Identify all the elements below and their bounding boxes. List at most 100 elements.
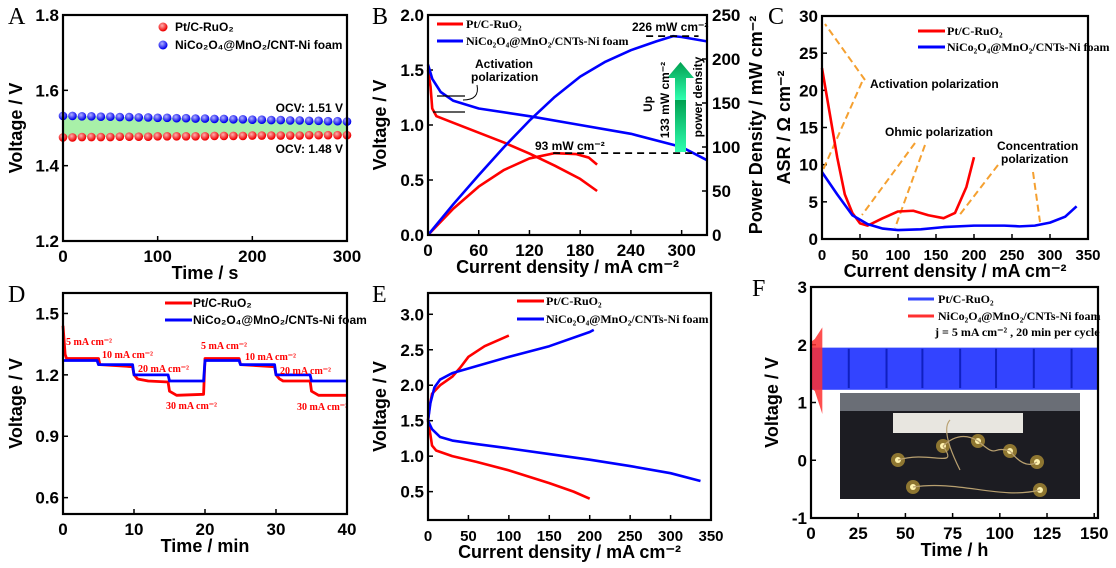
legend-marker <box>158 22 168 32</box>
annotation-arrow <box>894 144 926 229</box>
panel-label: C <box>768 4 784 30</box>
data-point-nico <box>304 116 314 126</box>
data-point-nico <box>333 116 342 126</box>
voltage-step-curve <box>63 359 347 383</box>
cycling-voltage-band <box>811 347 1098 390</box>
x-tick-label: 300 <box>658 528 683 545</box>
data-point-nico <box>238 115 248 124</box>
x-tick-label: 180 <box>566 241 594 260</box>
polarization-curve <box>426 328 595 421</box>
x-tick-label: 150 <box>1080 524 1108 543</box>
annotation: Up <box>641 96 655 112</box>
y-tick-label: 0 <box>798 451 807 470</box>
y-right-tick-label: 200 <box>712 50 740 69</box>
data-point-ptc <box>285 131 295 140</box>
x-tick-label: 60 <box>469 241 488 260</box>
up-arrow-icon <box>675 100 686 152</box>
x-axis-label: Current density / mA cm⁻² <box>458 542 681 562</box>
data-point-nico <box>276 115 286 125</box>
y-tick-label: 1.5 <box>400 412 424 431</box>
y-tick-label: 0.5 <box>400 483 424 502</box>
x-axis-label: Current density / mA cm⁻² <box>456 257 679 277</box>
data-point-ptc <box>134 132 144 141</box>
y-axis-label: Voltage / V <box>370 80 390 171</box>
data-point-nico <box>266 115 276 125</box>
panel-label: E <box>372 282 387 308</box>
data-point-nico <box>96 112 106 121</box>
x-tick-label: 200 <box>961 247 986 264</box>
data-point-nico <box>295 116 304 125</box>
y-tick-label: 1.5 <box>35 304 59 323</box>
data-point-ptc <box>124 132 134 141</box>
legend-label: Pt/C-RuO₂ <box>193 296 252 310</box>
legend-label: Pt/C-RuO₂ <box>947 24 1003 38</box>
data-point-nico <box>172 113 181 123</box>
data-point-ptc <box>210 131 219 141</box>
electrolyzer-box <box>893 413 1023 433</box>
polarization-curve <box>426 420 591 500</box>
data-point-ptc <box>77 132 87 142</box>
x-tick-label: 350 <box>1075 247 1100 264</box>
x-tick-label: 0 <box>424 528 432 545</box>
data-point-ptc <box>87 132 96 142</box>
x-tick-label: 240 <box>617 241 645 260</box>
legend-label: NiCo₂O₄@MnO₂/CNTs-Ni foam <box>546 312 709 326</box>
y-tick-label: -1 <box>792 509 807 528</box>
data-point-ptc <box>143 132 153 141</box>
data-point-ptc <box>323 130 333 140</box>
y-tick-label: 1.5 <box>400 61 424 80</box>
y-tick-label: 2.0 <box>400 6 424 25</box>
data-point-nico <box>323 116 333 126</box>
photo-wall <box>840 393 1080 411</box>
x-tick-label: 75 <box>943 524 962 543</box>
y-right-axis-label: Power Density / mW cm⁻² <box>746 16 766 235</box>
data-point-nico <box>115 112 125 122</box>
x-axis-label: Time / min <box>161 536 250 556</box>
polarization-curve <box>426 69 598 193</box>
annotation-arrow <box>861 142 916 216</box>
data-point-ptc <box>219 131 229 141</box>
x-axis-label: Time / s <box>172 263 239 283</box>
y-tick-label: 2 <box>798 336 807 355</box>
legend-label: Pt/C-RuO₂ <box>466 17 522 31</box>
plot-frame <box>61 13 349 243</box>
annotation: polarization <box>1001 152 1068 166</box>
x-tick-label: 300 <box>333 247 361 266</box>
x-tick-label: 150 <box>923 247 948 264</box>
data-point-nico <box>248 115 257 125</box>
x-tick-label: 200 <box>577 528 602 545</box>
y-right-tick-label: 0 <box>712 226 721 245</box>
current-step-label: 10 mA cm⁻² <box>102 350 153 361</box>
annotation: Activation <box>475 57 533 71</box>
legend-label: NiCo₂O₄@MnO₂/CNT-Ni foam <box>175 38 342 52</box>
y-tick-label: 20 <box>799 81 818 100</box>
y-tick-label: 0.0 <box>400 226 424 245</box>
y-tick-label: 1.4 <box>35 157 59 176</box>
wire <box>897 419 1041 494</box>
y-tick-label: 0.5 <box>400 171 424 190</box>
plot-frame <box>820 14 1090 241</box>
annotation: j = 5 mA cm⁻² , 20 min per cycle <box>934 325 1100 339</box>
x-tick-label: 150 <box>537 528 562 545</box>
legend-label: NiCo₂O₄@MnO₂/CNTs-Ni foam <box>938 309 1101 323</box>
y-axis-label: ASR / Ω cm⁻² <box>774 71 794 185</box>
data-point-nico <box>162 113 172 123</box>
x-tick-label: 0 <box>58 520 67 539</box>
y-tick-label: 3 <box>798 278 807 297</box>
y-tick-label: 10 <box>799 156 818 175</box>
x-tick-label: 50 <box>896 524 915 543</box>
annotation: Ohmic polarization <box>885 125 993 139</box>
current-step-label: 20 mA cm⁻² <box>138 364 189 375</box>
x-tick-label: 10 <box>125 520 144 539</box>
data-point-ptc <box>229 131 238 141</box>
polarization-curve <box>426 64 708 162</box>
x-tick-label: 0 <box>58 247 67 266</box>
legend-label: Pt/C-RuO₂ <box>546 294 602 308</box>
data-point-ptc <box>248 131 257 140</box>
legend-label: NiCo₂O₄@MnO₂/CNTs-Ni foam <box>466 34 629 48</box>
x-tick-label: 100 <box>986 524 1014 543</box>
annotation: Activation polarization <box>870 77 999 91</box>
y-right-tick-label: 250 <box>712 6 740 25</box>
x-tick-label: 125 <box>1033 524 1061 543</box>
panel-label: D <box>8 282 25 308</box>
